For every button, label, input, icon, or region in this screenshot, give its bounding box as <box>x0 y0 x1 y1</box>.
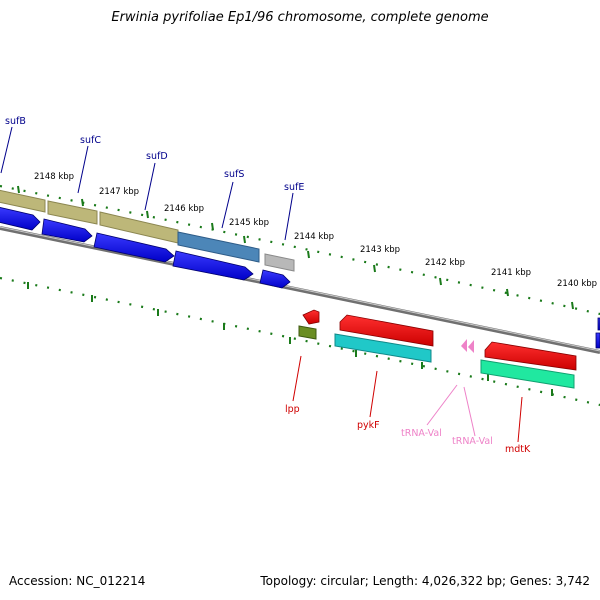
major-ticks-inner <box>27 282 553 396</box>
gene-arrow-pykF[interactable] <box>339 314 434 347</box>
scale-label: 2143 kbp <box>360 245 400 255</box>
scale-label: 2145 kbp <box>229 218 269 228</box>
gene-label-mdtK[interactable]: mdtK <box>505 444 531 455</box>
gene-label-trna-val-1[interactable]: tRNA-Val <box>401 428 442 439</box>
gene-label-sufC[interactable]: sufC <box>80 135 101 146</box>
genome-summary-label: Topology: circular; Length: 4,026,322 bp… <box>260 574 590 588</box>
accession-label: Accession: NC_012214 <box>9 574 146 588</box>
map-title: Erwinia pyrifoliae Ep1/96 chromosome, co… <box>111 10 489 25</box>
gene-arrow-trna-val-2[interactable] <box>468 340 474 353</box>
gene-arrow-sufB[interactable] <box>0 207 41 231</box>
major-ticks-outer <box>17 185 574 310</box>
scale-label: 2141 kbp <box>491 268 531 278</box>
scale-label: 2142 kbp <box>425 258 465 268</box>
gene-arrow-sufC[interactable] <box>41 218 93 243</box>
gene-block-lpp[interactable] <box>298 325 317 340</box>
gene-arrow-sufE[interactable] <box>259 269 291 289</box>
gene-block-mdtK[interactable] <box>480 359 575 389</box>
gene-label-sufE[interactable]: sufE <box>284 182 304 193</box>
scale-label: 2147 kbp <box>99 187 139 197</box>
gene-arrow-trna-val-1[interactable] <box>461 339 467 352</box>
gene-arrow-mdtK[interactable] <box>484 341 577 371</box>
gene-arrow-sufS[interactable] <box>172 250 254 281</box>
scale-label: 2144 kbp <box>294 232 334 242</box>
gene-label-lpp[interactable]: lpp <box>285 404 300 415</box>
scale-label: 2148 kbp <box>34 172 74 182</box>
gene-label-sufB[interactable]: sufB <box>5 116 26 127</box>
scale-track-inner <box>0 276 600 407</box>
gene-arrow-sufD[interactable] <box>93 232 175 263</box>
gene-label-pykF[interactable]: pykF <box>357 420 380 431</box>
scale-label: 2146 kbp <box>164 204 204 214</box>
gene-sufE-block[interactable] <box>264 253 295 272</box>
gene-label-leaders-bottom <box>292 355 523 443</box>
scale-label: 2140 kbp <box>557 279 597 289</box>
gene-label-sufS[interactable]: sufS <box>224 169 244 180</box>
gene-label-sufD[interactable]: sufD <box>146 151 168 162</box>
gene-sufC-block[interactable] <box>47 200 98 225</box>
gene-label-leaders-top <box>0 126 294 241</box>
chromosome-backbone <box>0 226 600 354</box>
gene-arrow-edge-right[interactable] <box>595 317 600 349</box>
gene-block-pykF[interactable] <box>334 333 432 363</box>
gene-sufB-block[interactable] <box>0 189 46 213</box>
scale-track-outer <box>0 184 600 316</box>
gene-arrow-lpp[interactable] <box>302 309 320 325</box>
gene-sufS-block[interactable] <box>177 231 260 263</box>
gene-label-trna-val-2[interactable]: tRNA-Val <box>452 436 493 447</box>
